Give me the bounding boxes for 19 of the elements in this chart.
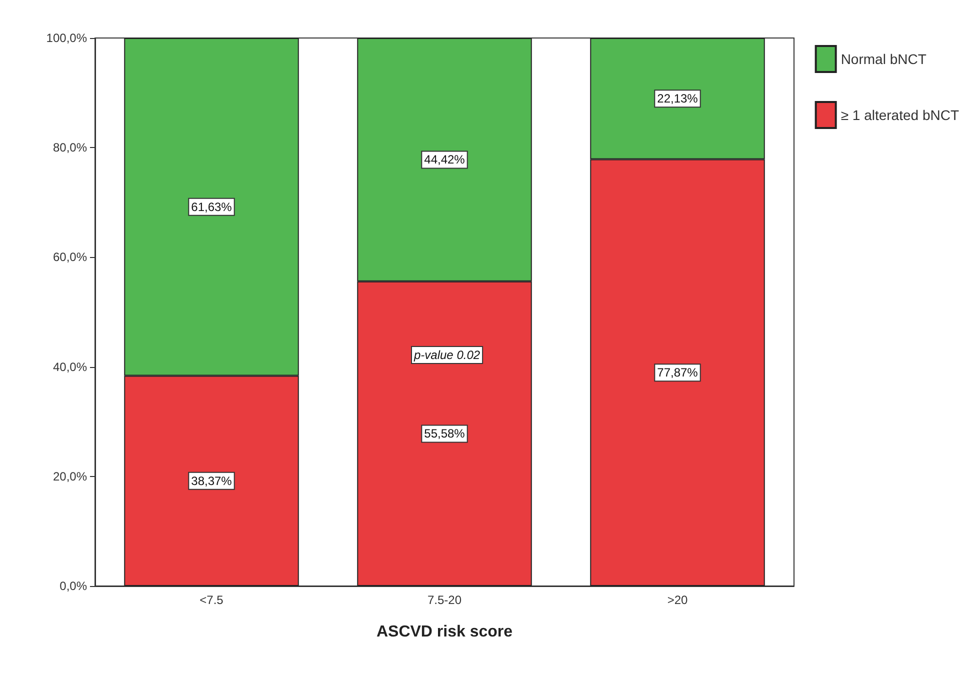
x-tick-label: 7.5-20 [427, 593, 462, 607]
y-tick-label: 20,0% [52, 469, 88, 484]
data-label: 44,42% [424, 152, 466, 167]
y-tick-label: 100,0% [46, 31, 88, 45]
annotation: p-value 0.02 [413, 348, 480, 362]
y-tick-label: 60,0% [52, 250, 88, 264]
y-tick-label: 40,0% [52, 360, 88, 374]
legend-label: Normal bNCT [840, 51, 927, 67]
y-tick-label: 0,0% [60, 579, 88, 593]
data-label: 61,63% [191, 200, 232, 214]
x-axis-title: ASCVD risk score [376, 624, 513, 640]
legend-label: ≥ 1 alterated bNCT [840, 107, 960, 123]
y-tick-label: 80,0% [52, 140, 88, 155]
x-tick-label: <7.5 [200, 593, 224, 607]
data-label: 77,87% [657, 366, 698, 380]
data-label: 38,37% [191, 474, 232, 488]
x-tick-label: >20 [667, 593, 688, 607]
data-label: 55,58% [424, 426, 466, 441]
data-label: 22,13% [657, 92, 698, 106]
